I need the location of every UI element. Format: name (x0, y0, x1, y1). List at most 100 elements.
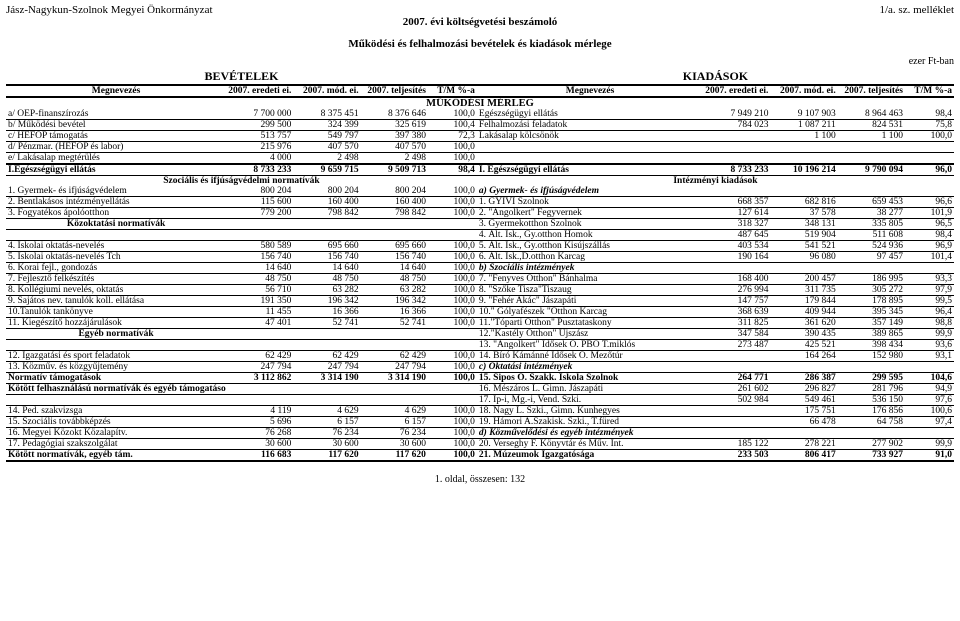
table-cell: 93,6 (905, 340, 954, 351)
table-cell (293, 384, 360, 395)
table-cell (6, 340, 226, 351)
table-cell: 14. Ped. szakvizsga (6, 406, 226, 417)
table-cell: 100,0 (428, 197, 477, 208)
table-cell: 10." Gólyafészek "Otthon Karcag (477, 307, 703, 318)
table-cell: 2. Bentlakásos intézményellátás (6, 197, 226, 208)
table-cell: 168 400 (703, 274, 770, 285)
table-cell (838, 263, 905, 274)
table-cell: 11 455 (226, 307, 293, 318)
table-cell: 13. Közműv. és közgyűjtemény (6, 362, 226, 373)
table-cell: 3. Gyermekotthon Szolnok (477, 219, 703, 230)
table-cell: 96,5 (905, 219, 954, 230)
table-cell: 11. Kiegészítő hozzájárulások (6, 318, 226, 329)
table-cell: 186 995 (838, 274, 905, 285)
table-cell: 100,0 (428, 296, 477, 307)
table-cell: 800 204 (293, 186, 360, 197)
table-cell: 14 640 (226, 263, 293, 274)
doc-subtitle: Működési és felhalmozási bevételek és ki… (6, 38, 954, 50)
table-cell: 93,1 (905, 351, 954, 362)
org-name: Jász-Nagykun-Szolnok Megyei Önkormányzat (6, 4, 213, 16)
table-cell: 100,6 (905, 406, 954, 417)
table-cell: 64 758 (838, 417, 905, 428)
table-cell: 487 645 (703, 230, 770, 241)
table-cell: 524 936 (838, 241, 905, 252)
subhead-right-1: Intézményi kiadások (477, 176, 954, 187)
page-footer: 1. oldal, összesen: 132 (6, 474, 954, 485)
table-cell: 9. "Fehér Akác" Jászapáti (477, 296, 703, 307)
table-cell: 325 619 (361, 120, 428, 131)
table-cell (226, 329, 293, 340)
table-cell: 296 827 (770, 384, 837, 395)
table-cell: 98,8 (905, 318, 954, 329)
table-cell: 100,0 (428, 153, 477, 165)
table-cell: 179 844 (770, 296, 837, 307)
table-cell: 16 366 (361, 307, 428, 318)
table-cell: 2 498 (293, 153, 360, 165)
table-cell: 398 434 (838, 340, 905, 351)
table-cell: 6 157 (361, 417, 428, 428)
table-cell: 549 461 (770, 395, 837, 406)
table-cell: 215 976 (226, 142, 293, 153)
table-cell: c/ HEFOP támogatás (6, 131, 226, 142)
table-cell (703, 406, 770, 417)
table-cell: 76 268 (226, 428, 293, 439)
table-cell: 17. Ip-i, Mg.-i, Vend. Szki. (477, 395, 703, 406)
table-cell (905, 153, 954, 165)
table-cell: e/ Lakásalap megtérülés (6, 153, 226, 165)
table-cell: 96,0 (905, 164, 954, 176)
table-cell: 115 600 (226, 197, 293, 208)
table-cell: 14. Bíró Kámánné Idősek O. Mezőtúr (477, 351, 703, 362)
table-cell: 247 794 (226, 362, 293, 373)
table-cell: 100,0 (428, 373, 477, 384)
table-cell: Közoktatási normatívák (6, 219, 226, 230)
table-cell: 1 087 211 (770, 120, 837, 131)
table-cell: 160 400 (361, 197, 428, 208)
table-cell: Kötött felhasználású normatívák és egyéb… (6, 384, 226, 395)
table-cell: 233 503 (703, 450, 770, 462)
table-cell: 100,0 (428, 307, 477, 318)
table-cell (703, 131, 770, 142)
table-cell: 311 735 (770, 285, 837, 296)
table-cell: 117 620 (293, 450, 360, 462)
table-cell: 5. Iskolai oktatás-nevelés Tch (6, 252, 226, 263)
table-cell: 3 314 190 (361, 373, 428, 384)
table-cell: 1. GYIVI Szolnok (477, 197, 703, 208)
table-cell: 286 387 (770, 373, 837, 384)
table-cell: 97,6 (905, 395, 954, 406)
table-cell: 100,0 (428, 439, 477, 450)
table-cell (6, 230, 226, 241)
table-cell: 76 234 (293, 428, 360, 439)
table-cell: 152 980 (838, 351, 905, 362)
table-cell: 96,9 (905, 241, 954, 252)
col-c4-l: T/M %-a (428, 85, 477, 97)
table-cell: 75,8 (905, 120, 954, 131)
table-cell (770, 142, 837, 153)
table-cell: 63 282 (293, 285, 360, 296)
table-cell: 6 157 (293, 417, 360, 428)
table-cell: 549 797 (293, 131, 360, 142)
table-cell: 12."Kastély Otthon" Újszász (477, 329, 703, 340)
table-cell (226, 395, 293, 406)
table-cell: 62 429 (361, 351, 428, 362)
table-cell: 247 794 (361, 362, 428, 373)
table-cell: 425 521 (770, 340, 837, 351)
table-cell: 7 949 210 (703, 109, 770, 120)
table-cell: 4 629 (361, 406, 428, 417)
table-cell: 100,0 (428, 406, 477, 417)
table-cell: 196 342 (293, 296, 360, 307)
table-cell (428, 340, 477, 351)
table-cell: 94,9 (905, 384, 954, 395)
table-cell: 196 342 (361, 296, 428, 307)
table-cell: 20. Verseghy F. Könyvtár és Műv. Int. (477, 439, 703, 450)
table-cell: 100,0 (428, 274, 477, 285)
table-cell: 299 595 (838, 373, 905, 384)
table-cell (428, 329, 477, 340)
table-cell: a/ OEP-finanszírozás (6, 109, 226, 120)
table-cell: Egészségügyi ellátás (477, 109, 703, 120)
table-cell: 11."Tóparti Otthon" Pusztataskony (477, 318, 703, 329)
head-revenues: BEVÉTELEK (6, 69, 477, 85)
table-cell: 48 750 (226, 274, 293, 285)
table-cell (361, 340, 428, 351)
table-cell (428, 395, 477, 406)
table-cell: 361 620 (770, 318, 837, 329)
